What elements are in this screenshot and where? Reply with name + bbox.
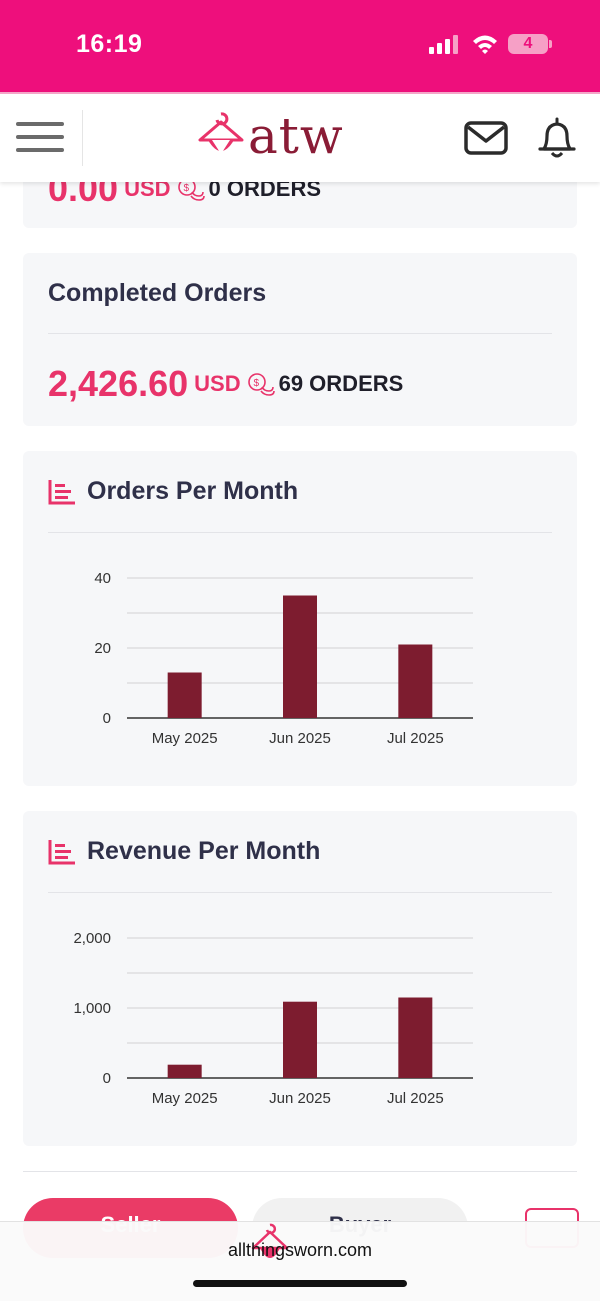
menu-icon-line xyxy=(16,122,64,126)
svg-text:$: $ xyxy=(253,378,259,389)
revenue-chart-y-tick-label: 1,000 xyxy=(73,1000,111,1017)
revenue-per-month-card: Revenue Per Month 0 1,000 2,000 May 2025 Jun… xyxy=(23,811,577,1146)
orders-chart-y-tick-label: 20 xyxy=(94,640,111,657)
orders-chart-x-tick-label: Jul 2025 xyxy=(387,730,444,747)
menu-button[interactable] xyxy=(16,116,66,156)
url-text[interactable]: allthingsworn.com xyxy=(227,1240,373,1260)
revenue-chart-x-tick-label: May 2025 xyxy=(152,1090,218,1107)
app-header: atw xyxy=(0,92,600,182)
completed-amount-row: 2,426.60 USD $ 69 ORDERS xyxy=(48,363,404,404)
hanger-icon xyxy=(251,1223,289,1258)
orders-bar-chart: 0 20 40 May 2025 Jun 2025 Jul 2025 xyxy=(94,570,473,747)
completed-orders-count: 69 ORDERS xyxy=(278,371,404,396)
orders-chart-bar xyxy=(167,672,202,718)
revenue-chart-x-tick-label: Jul 2025 xyxy=(387,1090,444,1107)
revenue-chart-y-tick-label: 2,000 xyxy=(73,930,111,947)
home-indicator[interactable] xyxy=(193,1280,407,1287)
bell-icon[interactable] xyxy=(536,116,578,160)
coins-icon: $ xyxy=(247,373,275,396)
logo[interactable]: atw xyxy=(196,108,366,168)
completed-amount: 2,426.60 xyxy=(48,363,189,404)
logo-wordmark: atw xyxy=(248,107,344,165)
revenue-chart-x-tick-label: Jun 2025 xyxy=(269,1090,331,1107)
menu-icon-line xyxy=(16,148,64,152)
orders-chart-bar xyxy=(283,595,317,718)
card-separator xyxy=(48,333,552,334)
orders-chart-y-tick-label: 0 xyxy=(103,710,111,727)
status-bar: 16:19 4 xyxy=(0,0,600,92)
bar-chart-icon xyxy=(48,480,75,505)
mail-icon[interactable] xyxy=(464,120,508,156)
browser-url-bar[interactable]: allthingsworn.com xyxy=(0,1221,600,1301)
battery-icon: 4 xyxy=(508,34,548,54)
wifi-icon xyxy=(473,35,497,54)
revenue-chart-bar xyxy=(398,997,433,1078)
section-divider xyxy=(23,1171,577,1172)
revenue-chart-title: Revenue Per Month xyxy=(87,837,321,865)
revenue-chart-bar xyxy=(167,1064,202,1078)
card-separator xyxy=(48,892,552,893)
completed-orders-card: Completed Orders 2,426.60 USD $ 69 ORDERS xyxy=(23,253,577,426)
orders-chart-x-tick-label: May 2025 xyxy=(152,730,218,747)
orders-per-month-card: Orders Per Month 0 20 40 May 2025 Jun 2025 Ju… xyxy=(23,451,577,786)
svg-text:$: $ xyxy=(183,183,189,194)
menu-icon-line xyxy=(16,135,64,139)
header-divider xyxy=(82,110,83,166)
signal-icon xyxy=(429,35,458,54)
orders-chart-x-tick-label: Jun 2025 xyxy=(269,730,331,747)
orders-chart-bar xyxy=(398,644,433,718)
revenue-chart-y-tick-label: 0 xyxy=(103,1070,111,1087)
bar-chart-icon xyxy=(48,840,75,865)
orders-chart-title: Orders Per Month xyxy=(87,477,299,505)
completed-orders-title: Completed Orders xyxy=(48,279,267,307)
orders-chart-y-tick-label: 40 xyxy=(94,570,111,587)
card-separator xyxy=(48,532,552,533)
completed-currency: USD xyxy=(194,371,241,396)
status-time: 16:19 xyxy=(76,30,143,58)
hanger-logo-icon xyxy=(198,112,244,154)
revenue-bar-chart: 0 1,000 2,000 May 2025 Jun 2025 Jul 2025 xyxy=(73,930,473,1107)
revenue-chart-bar xyxy=(283,1001,317,1078)
battery-tip xyxy=(549,40,552,48)
